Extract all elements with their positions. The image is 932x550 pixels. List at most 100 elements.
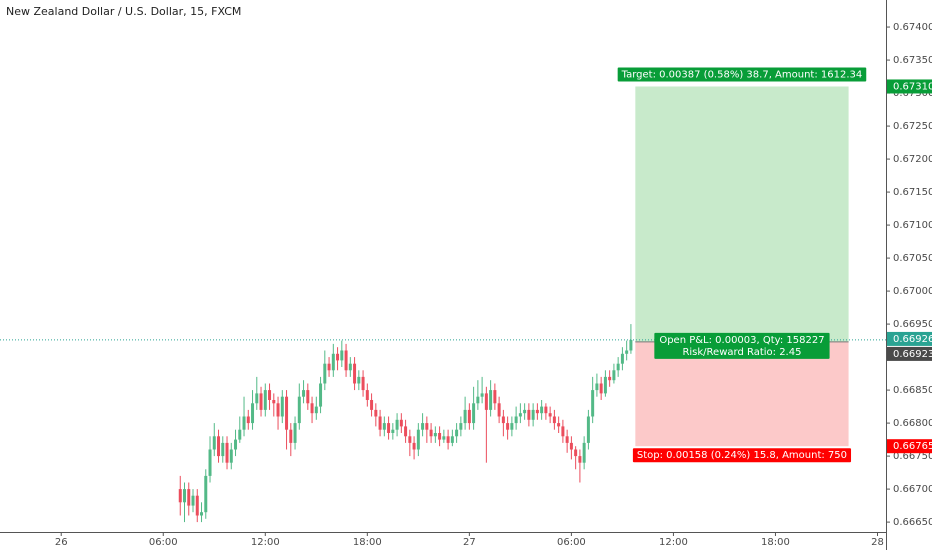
candle-body bbox=[336, 353, 340, 361]
candle-body bbox=[285, 396, 289, 430]
candle-body bbox=[306, 390, 310, 404]
price-label-bg bbox=[887, 439, 932, 454]
candle-body bbox=[446, 436, 450, 443]
y-tick-label: 0.66650 bbox=[893, 517, 932, 528]
candle-body bbox=[246, 416, 250, 424]
x-tick-label: 26 bbox=[55, 537, 68, 548]
candle-body bbox=[357, 376, 361, 384]
candle-body bbox=[319, 383, 323, 407]
candle-body bbox=[497, 403, 501, 417]
candle-body bbox=[361, 376, 365, 391]
candle-body bbox=[272, 399, 276, 404]
y-tick-label: 0.67100 bbox=[893, 220, 932, 231]
target-label-bg bbox=[617, 67, 867, 82]
stop-label-bg bbox=[632, 448, 852, 463]
candle-body bbox=[217, 436, 221, 457]
candle-body bbox=[229, 449, 233, 463]
candle-body bbox=[242, 416, 246, 430]
target-label: Target: 0.00387 (0.58%) 38.7, Amount: 16… bbox=[621, 69, 863, 80]
candle-body bbox=[616, 363, 620, 371]
candle-body bbox=[472, 403, 476, 424]
candle-body bbox=[552, 416, 556, 424]
candle-body bbox=[395, 419, 399, 430]
candle-body bbox=[540, 406, 544, 414]
candle-body bbox=[425, 423, 429, 430]
candle-body bbox=[429, 429, 433, 437]
y-tick-label: 0.67250 bbox=[893, 121, 932, 132]
candle-body bbox=[489, 390, 493, 410]
candle-body bbox=[365, 390, 369, 400]
candle-body bbox=[412, 442, 416, 450]
candle-body bbox=[251, 403, 255, 424]
candle-body bbox=[438, 432, 442, 440]
candle-body bbox=[591, 390, 595, 417]
candle-body bbox=[399, 419, 403, 427]
candle-body bbox=[523, 409, 527, 414]
y-tick-label: 0.66950 bbox=[893, 319, 932, 330]
ratio-label: Risk/Reward Ratio: 2.45 bbox=[682, 347, 801, 358]
candle-body bbox=[387, 423, 391, 433]
y-tick-label: 0.66700 bbox=[893, 484, 932, 495]
candle-body bbox=[191, 495, 195, 506]
candle-body bbox=[348, 363, 352, 371]
price-label-bg bbox=[887, 79, 932, 94]
stop-label: Stop: 0.00158 (0.24%) 15.8, Amount: 750 bbox=[637, 450, 847, 461]
y-tick-label: 0.67200 bbox=[893, 154, 932, 165]
candle-body bbox=[506, 423, 510, 430]
candle-body bbox=[544, 406, 548, 414]
candle-body bbox=[353, 363, 357, 384]
candle-body bbox=[323, 363, 327, 384]
candle-body bbox=[620, 353, 624, 364]
candle-body bbox=[595, 383, 599, 391]
candle-body bbox=[578, 456, 582, 463]
candle-body bbox=[310, 403, 314, 414]
candle-body bbox=[463, 409, 467, 424]
candle-body bbox=[263, 390, 267, 410]
candle-body bbox=[514, 416, 518, 424]
candle-body bbox=[404, 426, 408, 437]
x-tick-label: 06:00 bbox=[149, 537, 178, 548]
candle-body bbox=[204, 475, 208, 513]
candle-body bbox=[535, 409, 539, 414]
candle-body bbox=[297, 396, 301, 424]
candle-body bbox=[314, 406, 318, 414]
candle-body bbox=[212, 436, 216, 450]
candle-body bbox=[378, 416, 382, 430]
candle-body bbox=[518, 413, 522, 417]
candle-body bbox=[561, 426, 565, 437]
y-tick-label: 0.67050 bbox=[893, 253, 932, 264]
candle-body bbox=[459, 423, 463, 430]
candle-body bbox=[302, 390, 306, 397]
loss-zone bbox=[635, 341, 849, 447]
candle-body bbox=[442, 436, 446, 440]
y-tick-label: 0.66750 bbox=[893, 451, 932, 462]
candle-body bbox=[178, 489, 182, 503]
x-tick-label: 28 bbox=[871, 537, 884, 548]
y-tick-label: 0.67400 bbox=[893, 22, 932, 33]
candle-body bbox=[293, 423, 297, 443]
candle-body bbox=[467, 409, 471, 424]
x-tick-label: 18:00 bbox=[761, 537, 790, 548]
candle-body bbox=[187, 489, 191, 506]
price-label-bg bbox=[887, 346, 932, 361]
price-label-bg bbox=[887, 331, 932, 346]
pnl-label: Open P&L: 0.00003, Qty: 158227 bbox=[659, 335, 824, 346]
candle-body bbox=[531, 409, 535, 420]
candle-body bbox=[221, 442, 225, 457]
candle-body bbox=[234, 439, 238, 450]
candle-body bbox=[331, 353, 335, 371]
candle-body bbox=[276, 403, 280, 417]
candle-body bbox=[476, 396, 480, 404]
candle-body bbox=[501, 416, 505, 424]
candle-body bbox=[450, 436, 454, 443]
candle-body bbox=[416, 429, 420, 450]
candle-body bbox=[195, 495, 199, 516]
candle-body bbox=[586, 416, 590, 443]
candle-body bbox=[510, 423, 514, 430]
candle-body bbox=[183, 489, 187, 503]
candle-body bbox=[421, 423, 425, 430]
candle-body bbox=[289, 429, 293, 443]
candle-body bbox=[569, 442, 573, 450]
candle-body bbox=[548, 413, 552, 417]
